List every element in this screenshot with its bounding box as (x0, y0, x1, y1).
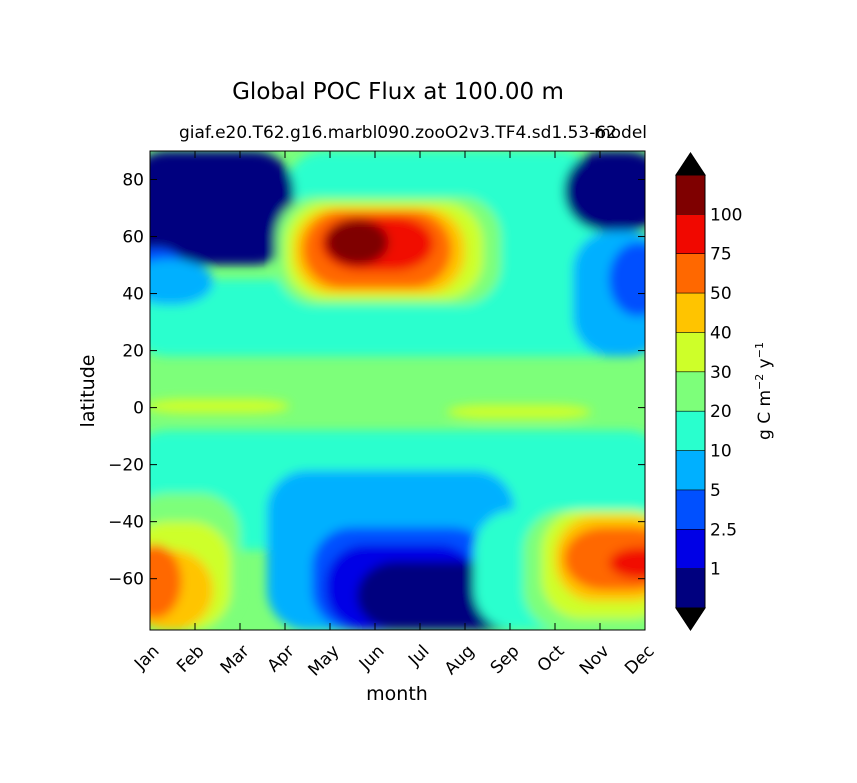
x-tick-label-nov: Nov (576, 641, 614, 679)
colorbar-segment-1 (676, 529, 705, 569)
contour-sw-8 (150, 544, 182, 619)
contour-field (150, 151, 645, 630)
colorbar-tick-label-2: 5 (710, 481, 721, 501)
colorbar-segment-10 (676, 175, 705, 215)
colorbar-label: g C m−2 y−1 (753, 342, 775, 440)
x-tick-label-aug: Aug (441, 641, 479, 679)
colorbar-segment-0 (676, 568, 705, 608)
y-tick-label--20: −20 (108, 456, 144, 476)
x-tick-label-dec: Dec (621, 641, 658, 678)
y-tick-label-0: 0 (133, 399, 144, 419)
colorbar-tick-label-7: 50 (710, 284, 732, 304)
colorbar-tick-label-1: 2.5 (710, 520, 737, 540)
y-tick-label-80: 80 (122, 171, 144, 191)
colorbar-segment-7 (676, 293, 705, 333)
y-tick-label-20: 20 (122, 342, 144, 362)
x-tick-label-jun: Jun (355, 641, 389, 675)
colorbar-tick-label-0: 1 (710, 560, 721, 580)
colorbar-segment-6 (676, 332, 705, 372)
contour-band-north-sub (150, 279, 645, 357)
contour-band-equator (150, 399, 290, 414)
y-axis: 80 60 40 20 0 −20 −40 −60 (108, 171, 645, 590)
contour-bloom-10 (325, 219, 389, 266)
colorbar-segment-2 (676, 489, 705, 530)
colorbar-segment-3 (676, 450, 705, 490)
colorbar-tick-label-8: 75 (710, 245, 732, 265)
contour-north-navy-w (150, 151, 294, 266)
colorbar-tick-label-3: 10 (710, 442, 732, 462)
x-tick-label-jul: Jul (404, 641, 433, 670)
x-tick-label-mar: Mar (217, 641, 254, 678)
contour-band-equator-2 (447, 404, 591, 420)
colorbar-tick-label-4: 20 (710, 402, 732, 422)
colorbar-label-mid: y (755, 358, 775, 373)
colorbar-frame (675, 152, 706, 631)
y-tick-label-60: 60 (122, 228, 144, 248)
x-tick-label-apr: Apr (264, 641, 299, 676)
colorbar-segment-5 (676, 371, 705, 412)
contour-north-navy-e (564, 151, 645, 231)
x-tick-label-sep: Sep (487, 641, 524, 678)
x-axis-label: month (366, 683, 428, 705)
colorbar-segment-9 (676, 214, 705, 254)
colorbar-label-exp1: −2 (753, 374, 766, 390)
plot-frame (149, 150, 646, 631)
y-tick-label-40: 40 (122, 285, 144, 305)
colorbar-tick-label-5: 30 (710, 363, 732, 383)
y-tick-label--60: −60 (108, 570, 144, 590)
colorbar: 1 2.5 5 10 20 30 40 50 75 100 (675, 152, 742, 631)
colorbar-extend-max (675, 152, 706, 176)
colorbar-segment-8 (676, 253, 705, 294)
contour-north-blue-e2 (609, 242, 645, 317)
x-tick-label-oct: Oct (534, 641, 569, 676)
colorbar-extend-min (675, 607, 706, 631)
colorbar-label-exp2: −1 (753, 342, 766, 358)
chart-subtitle: giaf.e20.T62.g16.marbl090.zooO2v3.TF4.sd… (179, 123, 617, 143)
colorbar-tick-label-6: 40 (710, 323, 732, 343)
x-tick-label-jan: Jan (130, 641, 163, 674)
y-axis-label: latitude (77, 355, 99, 428)
contour-north-blue-w2 (150, 259, 213, 305)
chart-subtitle-right: model (594, 123, 647, 143)
y-tick-label--40: −40 (108, 513, 144, 533)
colorbar-tick-label-9: 100 (710, 205, 742, 225)
contour-se-9 (609, 547, 645, 579)
colorbar-segment-4 (676, 411, 705, 451)
chart-title: Global POC Flux at 100.00 m (232, 79, 564, 105)
x-tick-label-may: May (305, 641, 344, 680)
colorbar-label-main: g C m (755, 390, 775, 440)
x-tick-label-feb: Feb (173, 641, 208, 676)
